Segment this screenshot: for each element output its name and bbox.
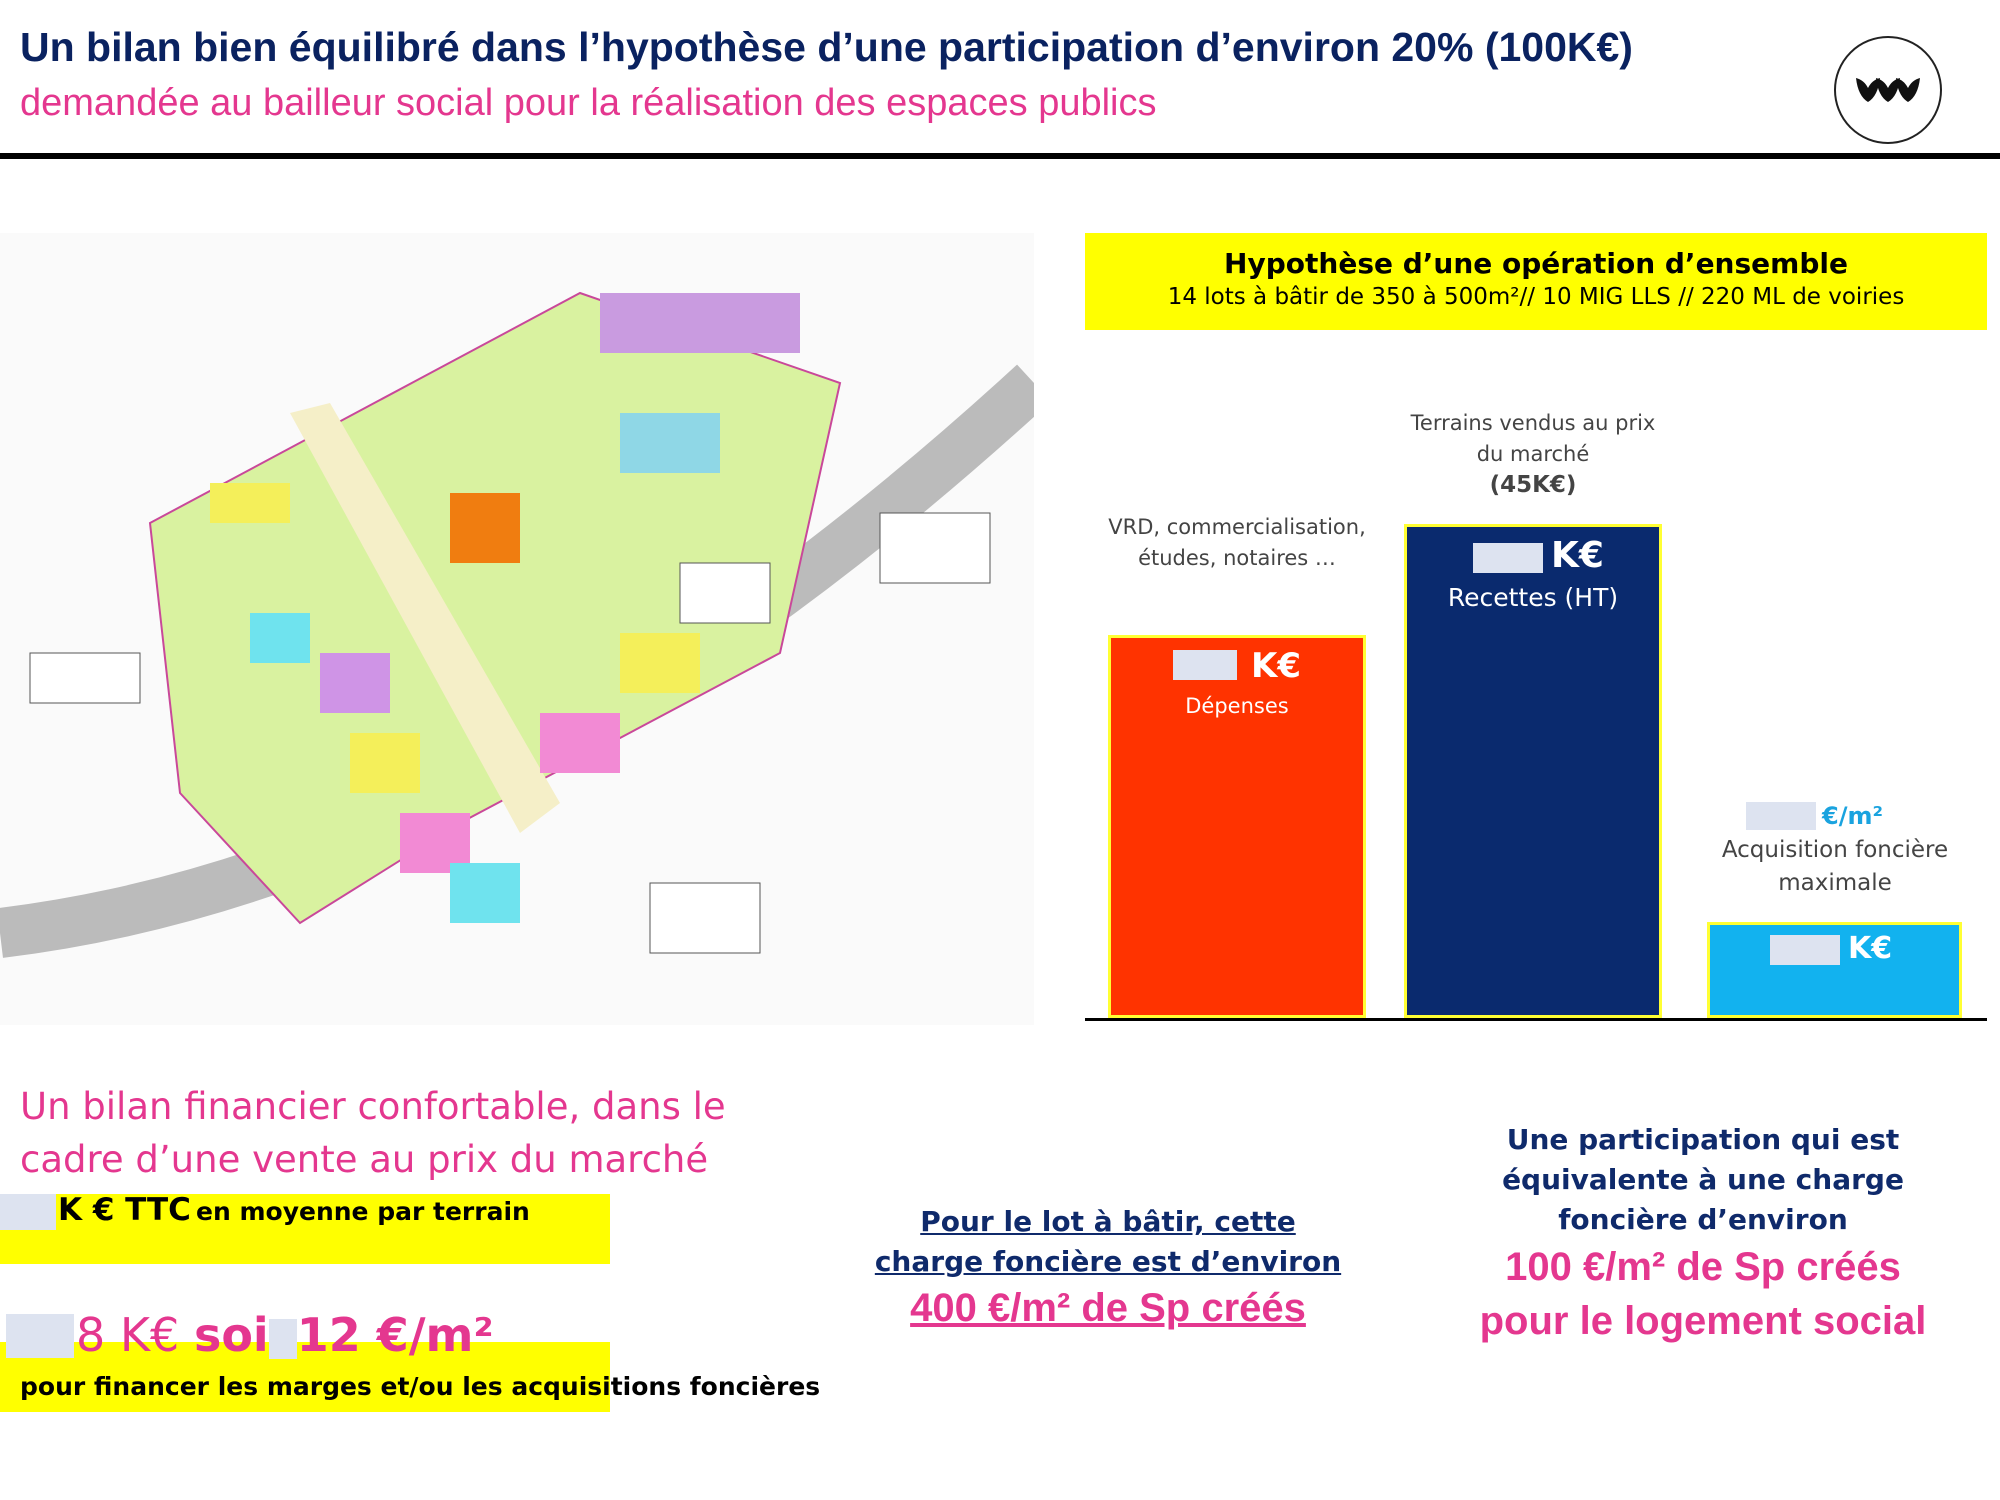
- price-value: K € TTC: [58, 1192, 191, 1228]
- hypothesis-detail: 14 lots à bâtir de 350 à 500m²// 10 MIG …: [1167, 284, 1905, 310]
- redaction: [268, 1318, 297, 1359]
- building: [620, 413, 720, 473]
- building: [350, 733, 420, 793]
- margin-purpose: pour financer les marges et/ou les acqui…: [20, 1372, 821, 1401]
- hypothesis-box: Hypothèse d’une opération d’ensemble 14 …: [1085, 233, 1987, 330]
- bar-label: Dépenses: [1185, 694, 1289, 718]
- building: [320, 653, 390, 713]
- bar-annotation-value: (45K€): [1489, 472, 1577, 498]
- margin-connector: soi: [193, 1308, 269, 1362]
- building: [540, 713, 620, 773]
- building: [879, 512, 991, 584]
- bar-annotation: VRD, commercialisation, études, notaires…: [1108, 515, 1366, 570]
- logo: [1834, 36, 1942, 144]
- bar: K€: [1707, 922, 1962, 1018]
- summary-heading: Un bilan financier confortable, dans le …: [20, 1085, 726, 1181]
- building: [450, 493, 520, 563]
- bar: K€ Dépenses: [1108, 635, 1366, 1018]
- bar-unit: K€: [1251, 646, 1302, 686]
- bar-annotation: Terrains vendus au prix du marché: [1410, 411, 1656, 466]
- redaction: [1770, 935, 1840, 965]
- building: [450, 863, 520, 923]
- margin-value: 8 K€: [76, 1308, 180, 1362]
- building: [29, 652, 141, 704]
- price-detail: en moyenne par terrain: [196, 1197, 530, 1226]
- building: [600, 293, 800, 353]
- price-line: K € TTC en moyenne par terrain: [58, 1192, 530, 1228]
- social-note: Une participation qui est équivalente à …: [1502, 1123, 1904, 1236]
- bar-unit: K€: [1551, 535, 1604, 576]
- highlight: [0, 1194, 610, 1264]
- highlight: [0, 1342, 610, 1412]
- bar-annotation: Acquisition foncière maximale: [1721, 837, 1949, 896]
- bar-label: Recettes (HT): [1447, 583, 1619, 612]
- slide-title: Un bilan bien équilibré dans l’hypothèse…: [20, 24, 1633, 70]
- hypothesis-title: Hypothèse d’une opération d’ensemble: [1224, 247, 1848, 280]
- bar: K€ Recettes (HT): [1404, 524, 1662, 1018]
- margin-line: 8 K€ soi 12 €/m²: [76, 1308, 494, 1362]
- baseline: [1085, 1018, 1987, 1021]
- building: [250, 613, 310, 663]
- redaction: [1473, 543, 1543, 573]
- logo-leaf: [1876, 78, 1900, 102]
- redaction: [6, 1314, 74, 1358]
- margin-per-m2: 12 €/m²: [296, 1308, 494, 1362]
- building: [679, 562, 771, 624]
- redaction: [0, 1194, 56, 1230]
- lot-note: Pour le lot à bâtir, cette charge fonciè…: [874, 1205, 1342, 1278]
- building: [649, 882, 761, 954]
- bar-annotation-unit: €/m²: [1822, 802, 1883, 830]
- building: [210, 483, 290, 523]
- site-plan-illustration: [0, 233, 1034, 1025]
- slide-subtitle: demandée au bailleur social pour la réal…: [20, 82, 1157, 124]
- redaction: [1746, 802, 1816, 830]
- social-charge: 100 €/m² de Sp créés pour le logement so…: [1479, 1245, 1927, 1343]
- logo-leaf: [1896, 78, 1920, 102]
- logo-leaf: [1856, 78, 1880, 102]
- inner-street: [290, 403, 560, 833]
- bar-unit: K€: [1848, 931, 1893, 966]
- header-rule: [0, 153, 2000, 159]
- lot-charge: 400 €/m² de Sp créés: [910, 1286, 1306, 1330]
- building: [620, 633, 700, 693]
- redaction: [1173, 650, 1237, 680]
